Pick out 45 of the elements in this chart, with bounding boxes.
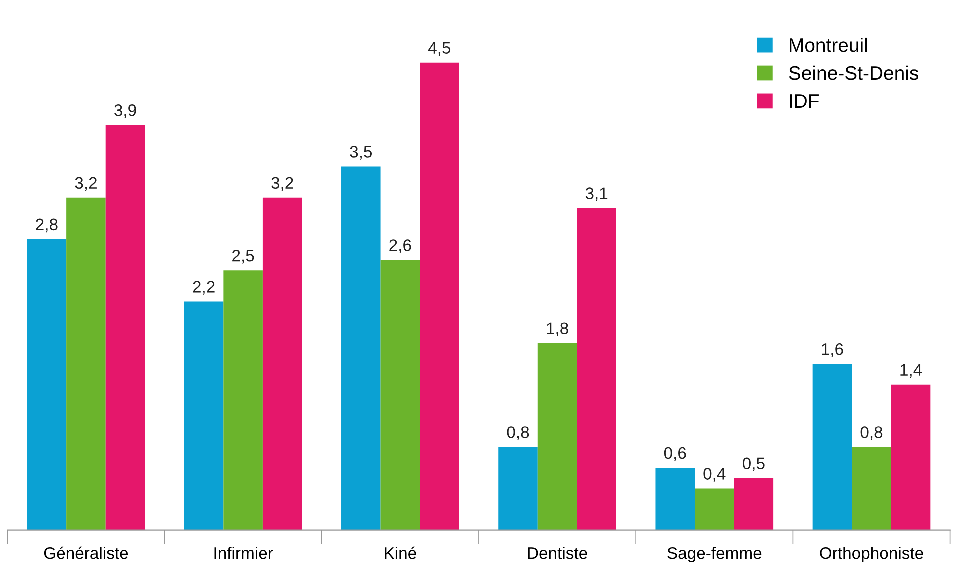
- x-tick-label: Généraliste: [44, 546, 128, 560]
- x-tick-label: Dentiste: [528, 547, 588, 560]
- bar: [262, 198, 302, 530]
- bar: [420, 62, 460, 530]
- data-label: 2,6: [390, 240, 412, 254]
- bar: [106, 125, 146, 530]
- bar: [27, 239, 67, 530]
- bar: [734, 478, 774, 530]
- bar: [66, 198, 106, 530]
- bar: [812, 364, 852, 530]
- x-tick-label: Sage-femme: [668, 547, 762, 563]
- bar: [656, 468, 695, 530]
- data-label: 3,1: [586, 188, 608, 202]
- bar: [577, 208, 616, 530]
- data-label: 2,2: [193, 281, 215, 295]
- data-label: 0,6: [664, 447, 686, 462]
- data-label: 0,4: [704, 468, 726, 482]
- x-tick-label: Orthophoniste: [820, 547, 924, 563]
- legend-label: Montreuil: [790, 38, 868, 52]
- bar: [695, 488, 734, 530]
- data-label: 3,5: [350, 146, 372, 160]
- data-label: 1,6: [822, 343, 844, 358]
- bar: [852, 447, 892, 530]
- x-tick-label: Infirmier: [214, 547, 274, 560]
- x-tick-label: Kiné: [385, 546, 416, 560]
- data-label: 2,5: [232, 250, 254, 264]
- bar: [891, 384, 931, 530]
- data-label: 4,5: [428, 42, 451, 56]
- bar: [224, 270, 263, 530]
- bar: [498, 447, 538, 530]
- data-label: 1,8: [547, 322, 568, 336]
- bar: [538, 343, 578, 530]
- data-label: 3,2: [272, 177, 294, 192]
- legend-label: Seine-St-Denis: [789, 66, 918, 80]
- data-label: 3,9: [114, 104, 136, 118]
- bar: [342, 166, 381, 530]
- bar: [184, 302, 224, 530]
- data-label: 1,4: [900, 364, 922, 378]
- data-label: 0,8: [507, 426, 530, 440]
- bar: [380, 260, 420, 530]
- data-label: 3,2: [75, 177, 97, 192]
- data-label: 0,5: [742, 458, 765, 472]
- data-label: 2,8: [36, 218, 58, 233]
- data-label: 0,8: [860, 426, 883, 440]
- legend-label: IDF: [790, 94, 819, 108]
